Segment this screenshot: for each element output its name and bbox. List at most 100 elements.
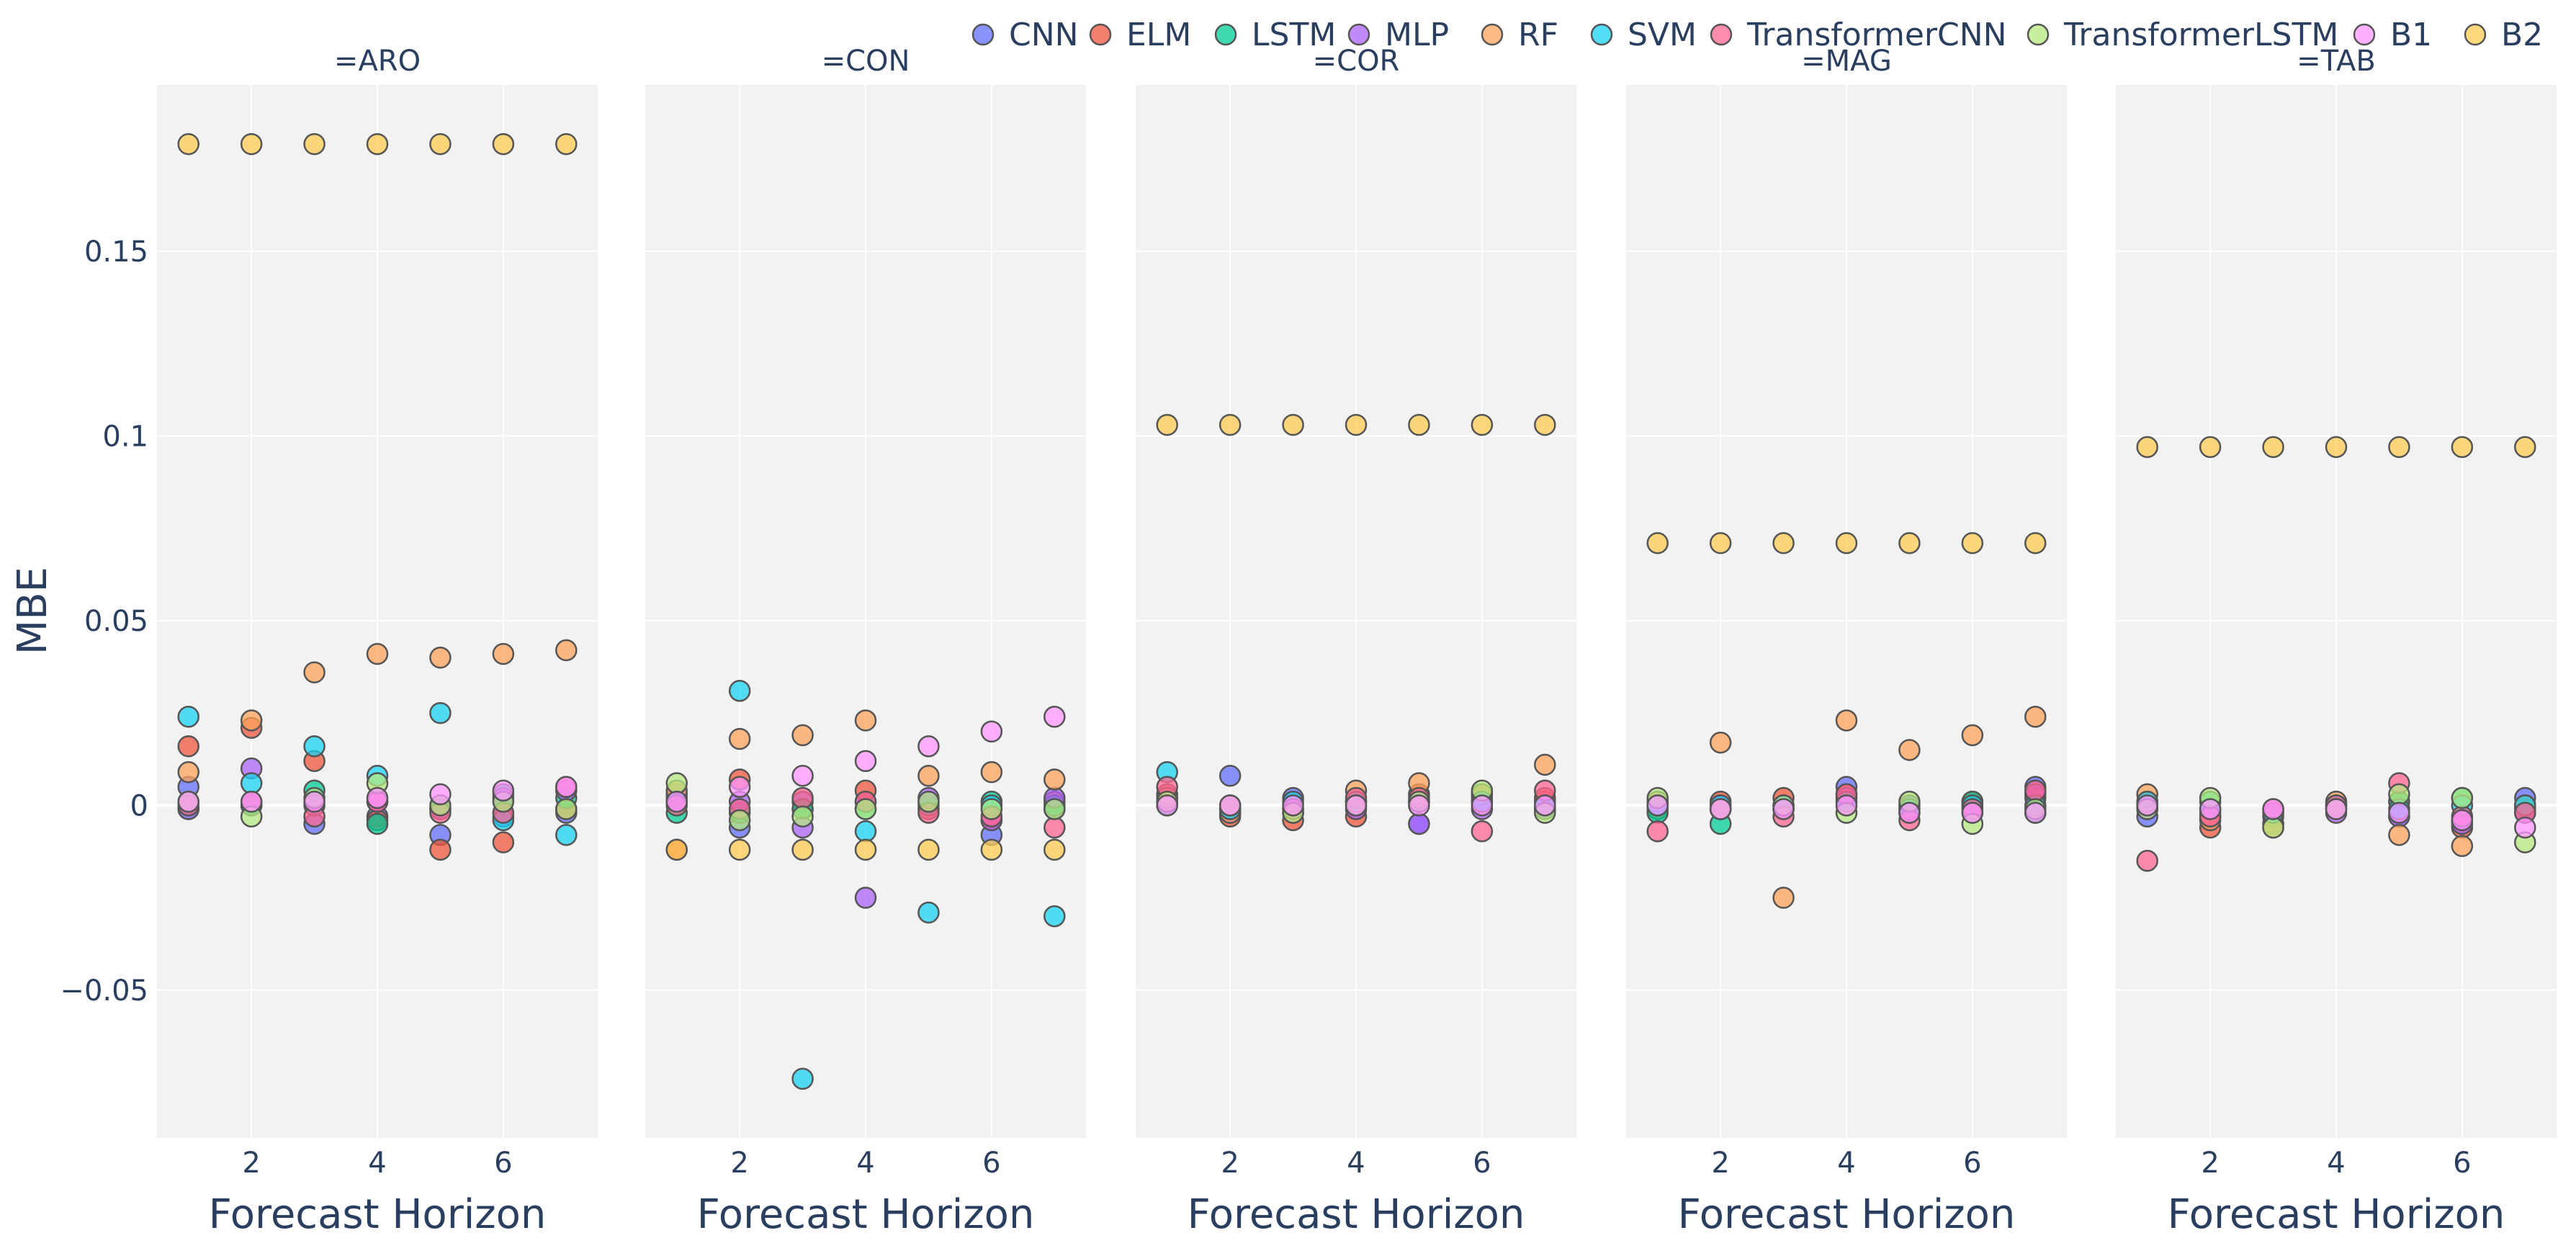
data-point[interactable]: [1898, 802, 1921, 824]
data-point[interactable]: [555, 798, 578, 820]
data-point[interactable]: [791, 1067, 814, 1090]
data-point[interactable]: [1772, 887, 1795, 909]
data-point[interactable]: [429, 783, 452, 806]
data-point[interactable]: [1835, 794, 1858, 817]
legend-item[interactable]: LSTM: [1214, 17, 1336, 53]
data-point[interactable]: [303, 735, 326, 758]
data-point[interactable]: [980, 838, 1003, 861]
data-point[interactable]: [366, 786, 389, 809]
data-point[interactable]: [2136, 436, 2158, 458]
data-point[interactable]: [492, 779, 515, 802]
data-point[interactable]: [555, 133, 578, 156]
data-point[interactable]: [854, 709, 877, 732]
data-point[interactable]: [1961, 724, 1984, 747]
data-point[interactable]: [429, 838, 452, 861]
data-point[interactable]: [492, 831, 515, 853]
data-point[interactable]: [240, 709, 263, 732]
data-point[interactable]: [177, 705, 199, 728]
data-point[interactable]: [1709, 798, 1732, 820]
data-point[interactable]: [854, 887, 877, 909]
data-point[interactable]: [791, 786, 814, 809]
data-point[interactable]: [2451, 436, 2474, 458]
data-point[interactable]: [1044, 768, 1066, 791]
data-point[interactable]: [1709, 531, 1732, 555]
data-point[interactable]: [1219, 765, 1242, 787]
data-point[interactable]: [917, 765, 940, 787]
data-point[interactable]: [1156, 794, 1178, 817]
data-point[interactable]: [240, 790, 263, 813]
data-point[interactable]: [728, 809, 751, 832]
data-point[interactable]: [1961, 802, 1984, 824]
data-point[interactable]: [2262, 816, 2284, 839]
data-point[interactable]: [366, 133, 389, 156]
data-point[interactable]: [1282, 413, 1304, 436]
data-point[interactable]: [980, 798, 1003, 820]
data-point[interactable]: [2024, 779, 2047, 802]
data-point[interactable]: [492, 642, 515, 665]
data-point[interactable]: [240, 772, 263, 794]
data-point[interactable]: [2199, 436, 2222, 458]
data-point[interactable]: [728, 838, 751, 861]
data-point[interactable]: [1044, 905, 1066, 928]
data-point[interactable]: [429, 646, 452, 669]
data-point[interactable]: [1898, 531, 1921, 555]
data-point[interactable]: [2262, 436, 2284, 458]
data-point[interactable]: [177, 790, 199, 813]
data-point[interactable]: [1408, 812, 1430, 835]
data-point[interactable]: [1408, 413, 1430, 436]
data-point[interactable]: [2514, 816, 2536, 839]
data-point[interactable]: [854, 820, 877, 843]
data-point[interactable]: [2388, 824, 2410, 846]
data-point[interactable]: [791, 805, 814, 827]
data-point[interactable]: [1044, 816, 1066, 839]
data-point[interactable]: [1044, 838, 1066, 861]
data-point[interactable]: [1646, 794, 1669, 817]
data-point[interactable]: [1646, 531, 1669, 555]
data-point[interactable]: [2262, 798, 2284, 820]
data-point[interactable]: [2451, 786, 2474, 809]
data-point[interactable]: [1646, 820, 1669, 843]
data-point[interactable]: [555, 824, 578, 846]
data-point[interactable]: [791, 765, 814, 787]
data-point[interactable]: [303, 133, 326, 156]
data-point[interactable]: [2024, 705, 2047, 728]
data-point[interactable]: [1772, 798, 1795, 820]
legend-item[interactable]: RF: [1481, 17, 1558, 53]
data-point[interactable]: [2451, 835, 2474, 857]
data-point[interactable]: [366, 642, 389, 665]
legend-item[interactable]: B1: [2353, 17, 2432, 53]
data-point[interactable]: [791, 838, 814, 861]
legend-item[interactable]: CNN: [971, 17, 1079, 53]
data-point[interactable]: [1534, 794, 1556, 817]
data-point[interactable]: [1219, 794, 1242, 817]
data-point[interactable]: [177, 133, 199, 156]
data-point[interactable]: [2388, 783, 2410, 806]
data-point[interactable]: [177, 761, 199, 784]
data-point[interactable]: [1898, 739, 1921, 761]
data-point[interactable]: [1345, 794, 1368, 817]
legend-item[interactable]: TransformerLSTM: [2027, 17, 2338, 53]
data-point[interactable]: [2199, 798, 2222, 820]
data-point[interactable]: [665, 790, 688, 813]
data-point[interactable]: [2136, 794, 2158, 817]
data-point[interactable]: [429, 133, 452, 156]
legend-item[interactable]: ELM: [1089, 17, 1191, 53]
data-point[interactable]: [2325, 436, 2348, 458]
data-point[interactable]: [665, 772, 688, 794]
data-point[interactable]: [2136, 850, 2158, 872]
data-point[interactable]: [854, 750, 877, 773]
data-point[interactable]: [2024, 802, 2047, 824]
data-point[interactable]: [303, 790, 326, 813]
data-point[interactable]: [2514, 436, 2536, 458]
data-point[interactable]: [1044, 705, 1066, 728]
data-point[interactable]: [555, 776, 578, 798]
data-point[interactable]: [728, 727, 751, 750]
data-point[interactable]: [1282, 794, 1304, 817]
data-point[interactable]: [917, 838, 940, 861]
data-point[interactable]: [1534, 413, 1556, 436]
data-point[interactable]: [854, 798, 877, 820]
data-point[interactable]: [1709, 731, 1732, 754]
data-point[interactable]: [2388, 802, 2410, 824]
data-point[interactable]: [1772, 531, 1795, 555]
data-point[interactable]: [1156, 413, 1178, 436]
